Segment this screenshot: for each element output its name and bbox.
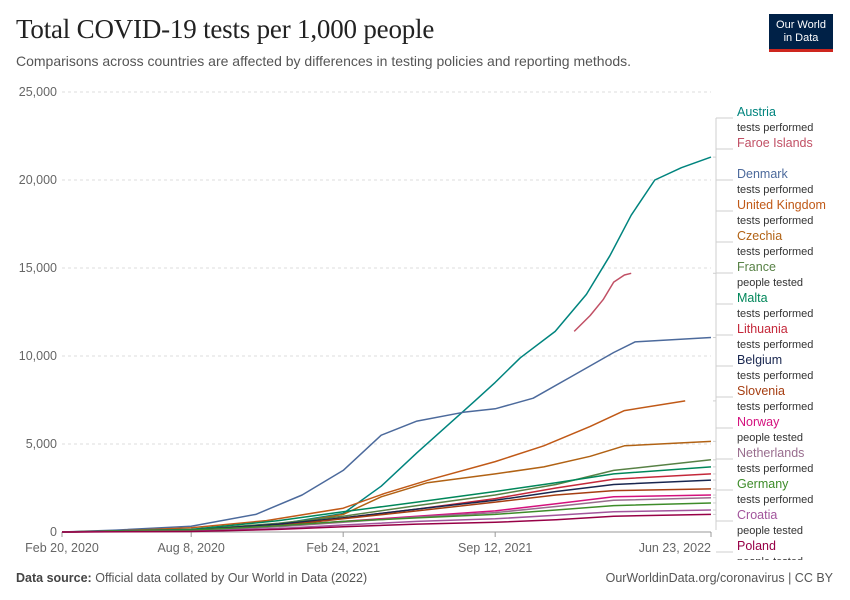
legend-unit-label: people tested	[737, 432, 803, 444]
series-line-netherlands[interactable]	[61, 496, 712, 533]
legend-label[interactable]: Poland	[737, 539, 776, 553]
logo-line-1: Our World	[776, 19, 826, 31]
legend-label[interactable]: Faroe Islands	[737, 136, 813, 150]
series-line-poland[interactable]	[61, 513, 712, 533]
y-tick-label: 10,000	[19, 349, 57, 363]
series-line-austria[interactable]	[61, 156, 712, 533]
footer-link[interactable]: OurWorldinData.org/coronavirus | CC BY	[605, 571, 833, 585]
legend-unit-label: tests performed	[737, 463, 813, 475]
x-tick-label: Sep 12, 2021	[458, 541, 532, 555]
legend-unit-label: people tested	[737, 525, 803, 537]
legend-label[interactable]: Norway	[737, 415, 780, 429]
series-line-faroe-islands[interactable]	[573, 272, 632, 332]
y-tick-label: 0	[50, 525, 57, 539]
legend-label[interactable]: Netherlands	[737, 446, 804, 460]
series-line-germany[interactable]	[61, 502, 712, 533]
legend-unit-label: tests performed	[737, 401, 813, 413]
legend-unit-label: tests performed	[737, 370, 813, 382]
data-source: Data source: Official data collated by O…	[16, 571, 367, 585]
y-tick-label: 15,000	[19, 261, 57, 275]
logo-line-2: in Data	[783, 32, 819, 44]
legend-unit-label: tests performed	[737, 339, 813, 351]
legend-unit-label: tests performed	[737, 494, 813, 506]
y-tick-label: 25,000	[19, 85, 57, 99]
legend-unit-label: people tested	[737, 556, 803, 560]
legend-label[interactable]: Denmark	[737, 167, 788, 181]
series-line-malta[interactable]	[61, 466, 712, 533]
data-source-label: Data source:	[16, 571, 92, 585]
legend-label[interactable]: Belgium	[737, 353, 782, 367]
legend-label[interactable]: Croatia	[737, 508, 777, 522]
chart-title: Total COVID-19 tests per 1,000 people	[16, 14, 435, 44]
legend-unit-label: tests performed	[737, 215, 813, 227]
data-source-text: Official data collated by Our World in D…	[95, 571, 368, 585]
legend-unit-label: tests performed	[737, 246, 813, 258]
legend-unit-label: tests performed	[737, 122, 813, 134]
line-chart[interactable]: 0 5,000 10,000 15,000 20,000 25,000 Feb 20, 20…	[0, 80, 850, 560]
legend-label[interactable]: Czechia	[737, 229, 782, 243]
legend-label[interactable]: France	[737, 260, 776, 274]
legend-label[interactable]: Austria	[737, 105, 776, 119]
legend-unit-label: people tested	[737, 277, 803, 289]
y-tick-label: 5,000	[26, 437, 57, 451]
x-tick-label: Feb 24, 2021	[306, 541, 380, 555]
y-tick-label: 20,000	[19, 173, 57, 187]
legend-label[interactable]: Malta	[737, 291, 768, 305]
owid-logo[interactable]: Our World in Data	[769, 14, 833, 52]
legend-label[interactable]: Germany	[737, 477, 789, 491]
legend-label[interactable]: Lithuania	[737, 322, 788, 336]
series-line-united-kingdom[interactable]	[61, 400, 686, 533]
x-tick-label: Aug 8, 2020	[157, 541, 224, 555]
legend-unit-label: tests performed	[737, 184, 813, 196]
chart-subtitle: Comparisons across countries are affecte…	[16, 53, 632, 69]
legend-label[interactable]: United Kingdom	[737, 198, 826, 212]
series-line-denmark[interactable]	[61, 336, 712, 533]
legend-label[interactable]: Slovenia	[737, 384, 785, 398]
x-tick-label: Jun 23, 2022	[639, 541, 711, 555]
legend-unit-label: tests performed	[737, 308, 813, 320]
x-tick-label: Feb 20, 2020	[25, 541, 99, 555]
